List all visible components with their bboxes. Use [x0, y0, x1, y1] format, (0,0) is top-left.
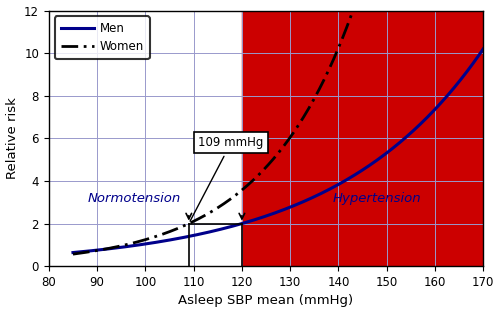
Text: Hypertension: Hypertension [333, 192, 422, 204]
Text: Normotension: Normotension [88, 192, 180, 204]
Bar [242, 11, 484, 266]
Text: 109 mmHg: 109 mmHg [190, 136, 264, 221]
X-axis label: Asleep SBP mean (mmHg): Asleep SBP mean (mmHg) [178, 295, 354, 307]
Legend: Men, Women: Men, Women [54, 17, 150, 59]
Y-axis label: Relative risk: Relative risk [6, 97, 18, 179]
